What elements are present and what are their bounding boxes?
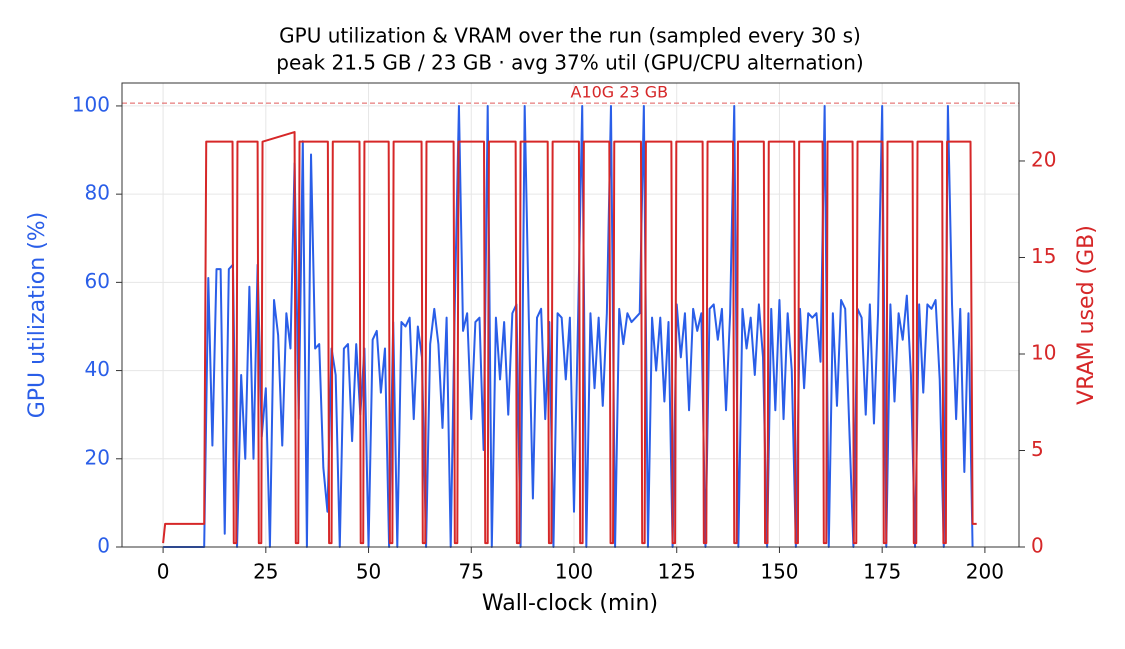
y2-axis-label: VRAM used (GB) [1074,225,1099,405]
y-tick-label: 0 [97,534,110,558]
x-tick-label: 175 [863,560,901,584]
y-axis-label: GPU utilization (%) [25,212,50,419]
y-tick-label: 60 [85,269,110,293]
chart-title: GPU utilization & VRAM over the run (sam… [279,24,861,48]
x-tick-label: 75 [459,560,484,584]
x-tick-label: 50 [356,560,381,584]
reference-label: A10G 23 GB [571,83,669,102]
x-tick-label: 25 [253,560,278,584]
series-line [162,131,977,545]
y2-tick-label: 15 [1031,244,1056,268]
x-tick-label: 150 [760,560,798,584]
y2-tick-label: 20 [1031,147,1056,171]
y-tick-label: 40 [85,357,110,381]
y-tick-label: 20 [85,445,110,469]
y2-tick-label: 0 [1031,534,1044,558]
y2-tick-label: 10 [1031,340,1056,364]
plot-frame [121,82,1020,548]
chart-subtitle: peak 21.5 GB / 23 GB · avg 37% util (GPU… [276,51,863,75]
x-tick-label: 125 [658,560,696,584]
y-tick-label: 80 [85,181,110,205]
y-tick-label: 100 [72,92,110,116]
y2-tick-label: 5 [1031,437,1044,461]
x-tick-label: 100 [555,560,593,584]
x-tick-label: 0 [157,560,170,584]
x-axis-label: Wall-clock (min) [482,591,658,616]
x-tick-label: 200 [966,560,1004,584]
